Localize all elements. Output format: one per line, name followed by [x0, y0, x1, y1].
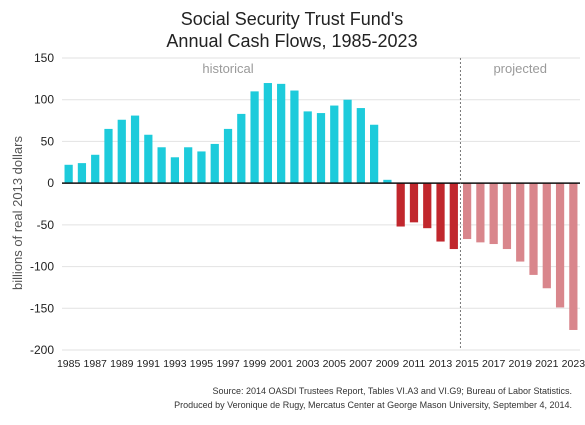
- bar-2002: [290, 90, 299, 184]
- bar-1986: [77, 163, 87, 184]
- bar-1996: [210, 143, 219, 184]
- x-tick-label: 1987: [84, 358, 108, 370]
- bar-1988: [104, 128, 113, 184]
- bar-2017: [489, 183, 498, 245]
- bar-1998: [237, 113, 246, 184]
- y-tick-label: 150: [34, 51, 54, 65]
- x-tick-label: 1997: [216, 358, 240, 370]
- x-tick-label: 2009: [376, 358, 400, 370]
- bar-2013: [436, 183, 445, 242]
- bar-2004: [316, 113, 326, 184]
- x-tick-label: 2003: [296, 358, 320, 370]
- x-tick-label: 1995: [190, 358, 214, 370]
- bar-2003: [303, 111, 312, 184]
- bar-2021: [542, 183, 551, 289]
- x-tick-label: 2001: [269, 358, 293, 370]
- x-tick-label: 2019: [509, 358, 533, 370]
- x-tick-label: 1985: [57, 358, 81, 370]
- chart-title-line-2: Annual Cash Flows, 1985-2023: [166, 31, 417, 51]
- x-tick-label: 1993: [163, 358, 187, 370]
- bar-1993: [170, 157, 180, 184]
- x-tick-label: 2007: [349, 358, 373, 370]
- y-tick-label: -150: [30, 301, 54, 315]
- source-line-2: Produced by Veronique de Rugy, Mercatus …: [174, 400, 572, 410]
- bar-2020: [529, 183, 538, 275]
- x-tick-label: 1989: [110, 358, 134, 370]
- bar-1987: [91, 154, 100, 184]
- x-tick-label: 1999: [243, 358, 267, 370]
- x-tick-label: 2015: [455, 358, 479, 370]
- bar-2015: [462, 183, 472, 240]
- bar-2019: [516, 183, 525, 262]
- bar-1999: [250, 91, 259, 184]
- y-tick-label: -100: [30, 260, 54, 274]
- x-tick-label: 2017: [482, 358, 506, 370]
- x-tick-label: 2013: [429, 358, 453, 370]
- bar-2016: [476, 183, 485, 243]
- y-tick-label: 100: [34, 93, 54, 107]
- bar-2012: [423, 183, 432, 229]
- x-tick-label: 2005: [323, 358, 347, 370]
- bar-1995: [197, 151, 206, 184]
- bar-2018: [502, 183, 512, 250]
- bar-2009: [383, 179, 392, 184]
- x-tick-label: 2011: [403, 358, 426, 370]
- bar-1985: [64, 164, 73, 184]
- bar-2023: [569, 183, 578, 330]
- y-axis-title: billions of real 2013 dollars: [10, 136, 25, 290]
- bar-2011: [409, 183, 419, 223]
- y-tick-label: 0: [47, 176, 54, 190]
- bar-2005: [330, 105, 339, 184]
- bar-2006: [343, 99, 352, 184]
- bar-1992: [157, 147, 166, 184]
- bars: [64, 83, 578, 330]
- source-line-1: Source: 2014 OASDI Trustees Report, Tabl…: [212, 386, 572, 396]
- bar-2000: [263, 83, 272, 184]
- y-tick-label: -200: [30, 343, 54, 357]
- x-tick-label: 1991: [137, 358, 161, 370]
- bar-2014: [449, 183, 458, 250]
- bar-2001: [277, 83, 286, 184]
- chart-title-line-1: Social Security Trust Fund's: [181, 9, 404, 29]
- bar-1994: [184, 147, 193, 184]
- bar-2007: [356, 108, 365, 184]
- bar-1997: [223, 128, 233, 184]
- y-axis-ticks: 150 100 50 0 -50 -100 -150 -200: [30, 51, 54, 357]
- x-tick-label: 2021: [535, 358, 559, 370]
- x-axis-ticks: 1985 1987 1989 1991 1993 1995 1997 1999 2001 2003…: [57, 358, 585, 370]
- x-tick-label: 2023: [562, 358, 585, 370]
- bar-1990: [130, 115, 140, 184]
- y-tick-label: 50: [41, 134, 55, 148]
- y-tick-label: -50: [37, 218, 55, 232]
- bar-2022: [555, 183, 565, 308]
- bar-2008: [370, 124, 379, 184]
- projected-label: projected: [493, 61, 546, 76]
- bar-1989: [117, 119, 126, 184]
- gridlines: [62, 57, 580, 351]
- historical-label: historical: [202, 61, 253, 76]
- bar-1991: [144, 134, 153, 184]
- bar-2010: [396, 183, 405, 227]
